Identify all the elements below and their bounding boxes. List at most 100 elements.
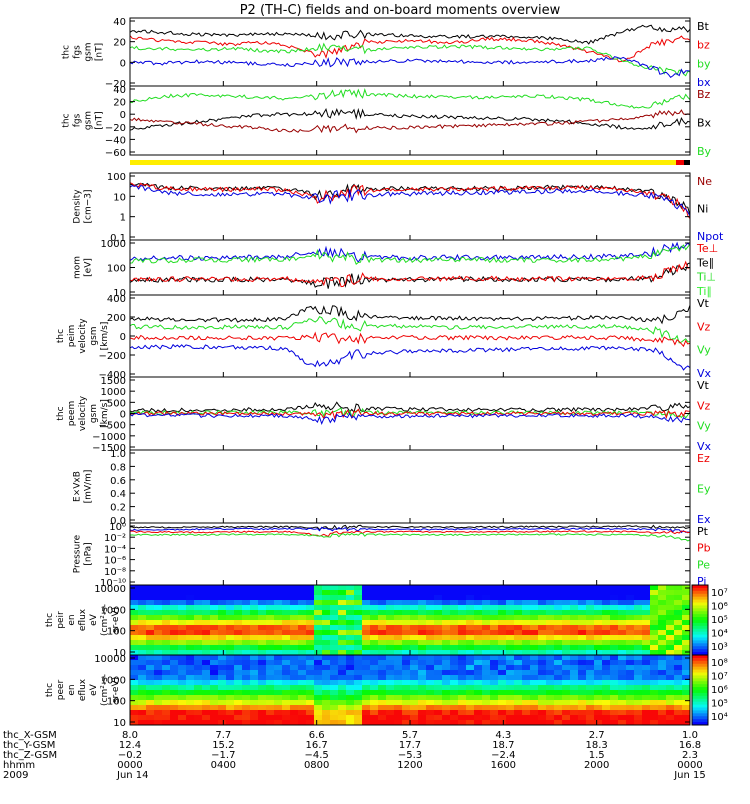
x-axis-value: 0800 — [304, 760, 329, 771]
heatmap-cell — [282, 715, 291, 721]
y-axis-label-line: eflux — [78, 678, 88, 701]
heatmap-cell — [178, 710, 187, 716]
colorbar-segment — [692, 681, 708, 685]
heatmap-cell — [250, 650, 259, 656]
heatmap-cell — [378, 675, 387, 681]
heatmap-cell — [338, 665, 347, 671]
heatmap-cell — [490, 665, 499, 671]
heatmap-cell — [578, 670, 587, 676]
heatmap-cell — [634, 660, 643, 666]
heatmap-cell — [626, 655, 635, 661]
heatmap-cell — [506, 670, 515, 676]
heatmap-cell — [458, 680, 467, 686]
heatmap-cell — [322, 635, 331, 641]
heatmap-cell — [386, 600, 395, 606]
x-axis-value: 1200 — [397, 760, 422, 771]
heatmap-cell — [194, 635, 203, 641]
y-axis-label: Density[cm−3] — [73, 189, 94, 224]
heatmap-cell — [234, 660, 243, 666]
heatmap-cell — [634, 685, 643, 691]
heatmap-cell — [178, 660, 187, 666]
x-axis-value: 0400 — [211, 760, 236, 771]
heatmap-cell — [202, 630, 211, 636]
x-axis-value: 16.8 — [679, 740, 701, 751]
heatmap-cell — [154, 630, 163, 636]
y-tick-label: 0 — [120, 332, 126, 343]
heatmap-cell — [370, 645, 379, 651]
heatmap-cell — [578, 710, 587, 716]
heatmap-cell — [322, 700, 331, 706]
heatmap-cell — [146, 590, 155, 596]
heatmap-cell — [546, 620, 555, 626]
chart-title: P2 (TH-C) fields and on-board moments ov… — [240, 3, 561, 18]
heatmap-cell — [498, 680, 507, 686]
heatmap-cell — [546, 605, 555, 611]
heatmap-cell — [170, 695, 179, 701]
heatmap-cell — [354, 695, 363, 701]
heatmap-cell — [314, 700, 323, 706]
heatmap-cell — [194, 670, 203, 676]
heatmap-cell — [458, 695, 467, 701]
heatmap-cell — [226, 715, 235, 721]
heatmap-cell — [266, 680, 275, 686]
heatmap-cell — [346, 695, 355, 701]
heatmap-cell — [498, 625, 507, 631]
heatmap-cell — [306, 645, 315, 651]
heatmap-cell — [274, 660, 283, 666]
heatmap-cell — [506, 620, 515, 626]
heatmap-cell — [586, 655, 595, 661]
heatmap-cell — [442, 595, 451, 601]
heatmap-cell — [402, 665, 411, 671]
heatmap-cell — [306, 595, 315, 601]
heatmap-cell — [178, 645, 187, 651]
heatmap-cell — [554, 620, 563, 626]
heatmap-cell — [674, 720, 683, 726]
heatmap-cell — [626, 585, 635, 591]
heatmap-cell — [266, 590, 275, 596]
heatmap-cell — [418, 630, 427, 636]
y-axis-label-line: [eV] — [84, 258, 94, 277]
heatmap-cell — [322, 640, 331, 646]
heatmap-cell — [538, 690, 547, 696]
heatmap-cell — [338, 685, 347, 691]
heatmap-cell — [218, 590, 227, 596]
heatmap-cell — [634, 625, 643, 631]
heatmap-cell — [202, 705, 211, 711]
heatmap-cell — [442, 635, 451, 641]
heatmap-cell — [610, 610, 619, 616]
heatmap-cell — [474, 605, 483, 611]
heatmap-cell — [642, 670, 651, 676]
heatmap-cell — [522, 650, 531, 656]
heatmap-cell — [282, 680, 291, 686]
heatmap-cell — [482, 695, 491, 701]
heatmap-cell — [674, 705, 683, 711]
heatmap-cell — [674, 615, 683, 621]
heatmap-cell — [658, 720, 667, 726]
heatmap-cell — [274, 715, 283, 721]
heatmap-cell — [290, 695, 299, 701]
legend-entry: Ti⊥ — [696, 271, 716, 284]
heatmap-cell — [250, 630, 259, 636]
heatmap-cell — [162, 660, 171, 666]
heatmap-cell — [474, 665, 483, 671]
heatmap-cell — [570, 615, 579, 621]
heatmap-cell — [362, 625, 371, 631]
heatmap-cell — [194, 690, 203, 696]
heatmap-cell — [434, 715, 443, 721]
heatmap-cell — [426, 675, 435, 681]
heatmap-cell — [250, 665, 259, 671]
heatmap-cell — [258, 595, 267, 601]
heatmap-cell — [266, 700, 275, 706]
heatmap-cell — [402, 710, 411, 716]
heatmap-cell — [378, 585, 387, 591]
heatmap-cell — [226, 670, 235, 676]
y-axis-label: thcpeirenefluxeV(cm²-s-sr-eV) — [45, 604, 121, 636]
heatmap-cell — [146, 660, 155, 666]
heatmap-cell — [138, 675, 147, 681]
heatmap-cell — [242, 625, 251, 631]
heatmap-cell — [578, 625, 587, 631]
heatmap-cell — [522, 585, 531, 591]
heatmap-cell — [290, 590, 299, 596]
heatmap-cell — [378, 635, 387, 641]
heatmap-cell — [426, 660, 435, 666]
